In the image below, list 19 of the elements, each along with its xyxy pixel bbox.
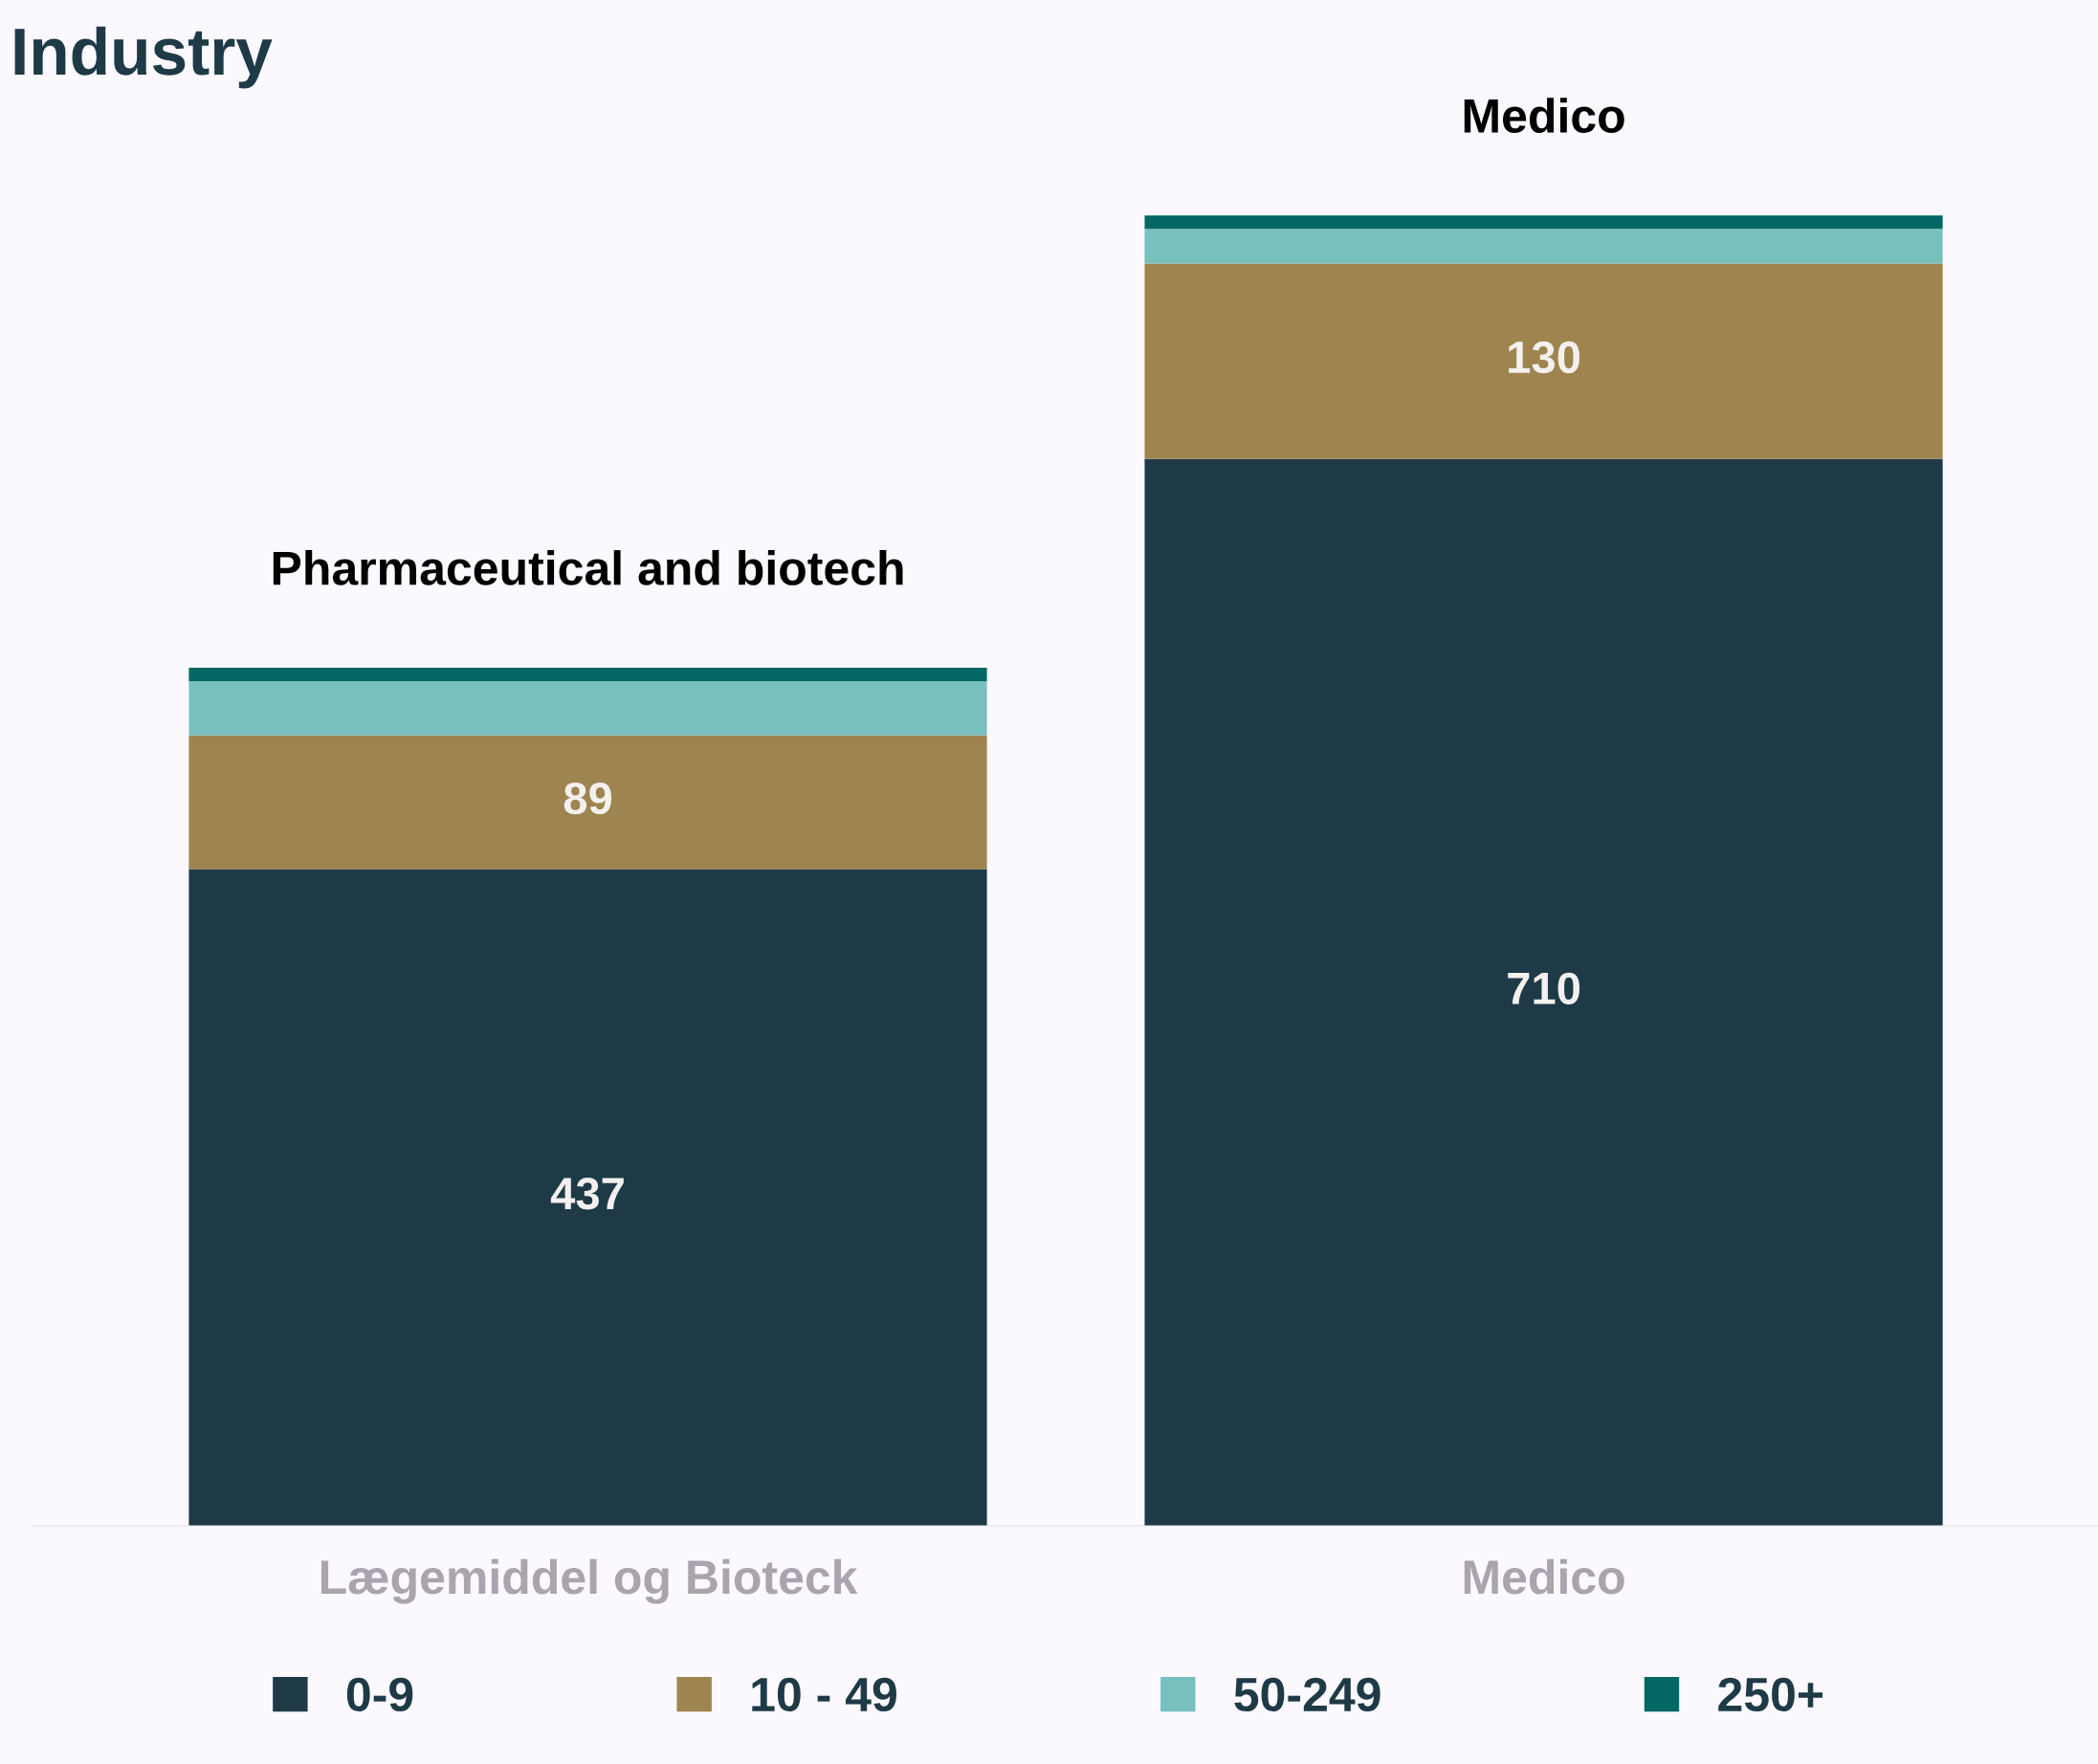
legend-label: 0-9 <box>346 1677 413 1712</box>
bar <box>1144 229 1943 264</box>
bar <box>188 668 987 682</box>
data-label: 89 <box>563 782 612 815</box>
bar <box>188 735 987 870</box>
data-label: 437 <box>550 1178 624 1210</box>
bar <box>1144 215 1943 230</box>
legend-label: 10 - 49 <box>752 1677 896 1712</box>
legend-label: 50-249 <box>1234 1677 1380 1712</box>
bar <box>188 869 987 1527</box>
x-tick-label: Lægemiddel og Bioteck <box>320 1558 858 1604</box>
data-label: 710 <box>1508 972 1580 1005</box>
bar <box>1144 263 1943 459</box>
bar <box>188 681 987 736</box>
legend-label: 250+ <box>1718 1677 1823 1712</box>
annotation: Pharmaceutical and biotech <box>273 550 903 585</box>
text: Medico <box>1464 98 1624 133</box>
chart-title: Industry <box>14 26 273 89</box>
data-label: 130 <box>1509 341 1580 374</box>
